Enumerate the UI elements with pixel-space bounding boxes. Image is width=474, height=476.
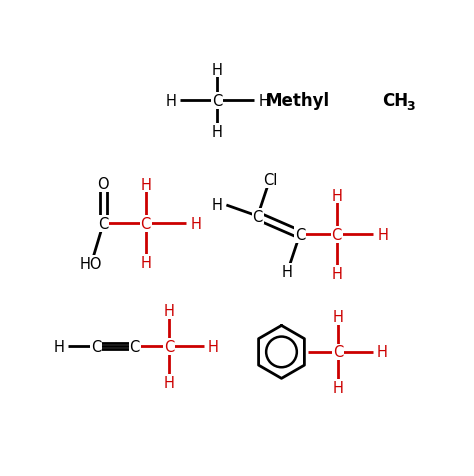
Text: 3: 3 bbox=[406, 100, 415, 113]
Text: H: H bbox=[54, 339, 65, 354]
Text: H: H bbox=[282, 265, 292, 280]
Text: C: C bbox=[129, 339, 140, 354]
Text: H: H bbox=[212, 125, 223, 140]
Text: CH: CH bbox=[383, 92, 409, 110]
Text: C: C bbox=[140, 217, 151, 231]
Text: H: H bbox=[331, 188, 342, 203]
Text: C: C bbox=[164, 339, 174, 354]
Text: HO: HO bbox=[79, 257, 102, 272]
Text: C: C bbox=[333, 345, 344, 360]
Text: H: H bbox=[164, 304, 175, 318]
Text: C: C bbox=[253, 209, 263, 224]
Text: Cl: Cl bbox=[263, 172, 278, 188]
Text: H: H bbox=[140, 256, 151, 270]
Text: C: C bbox=[212, 94, 222, 109]
Text: H: H bbox=[208, 339, 219, 354]
Text: H: H bbox=[331, 267, 342, 282]
Text: H: H bbox=[333, 309, 344, 324]
Text: H: H bbox=[212, 62, 223, 78]
Text: C: C bbox=[98, 217, 109, 231]
Text: C: C bbox=[295, 228, 305, 242]
Text: C: C bbox=[331, 228, 342, 242]
Text: O: O bbox=[98, 177, 109, 192]
Text: H: H bbox=[377, 345, 388, 360]
Text: H: H bbox=[165, 94, 176, 109]
Text: H: H bbox=[164, 375, 175, 390]
Text: H: H bbox=[378, 228, 389, 242]
Text: C: C bbox=[91, 339, 101, 354]
Text: H: H bbox=[258, 94, 269, 109]
Text: H: H bbox=[191, 217, 201, 231]
Text: H: H bbox=[212, 198, 223, 213]
Text: H: H bbox=[333, 380, 344, 395]
Text: Methyl: Methyl bbox=[266, 92, 330, 110]
Text: H: H bbox=[140, 177, 151, 192]
